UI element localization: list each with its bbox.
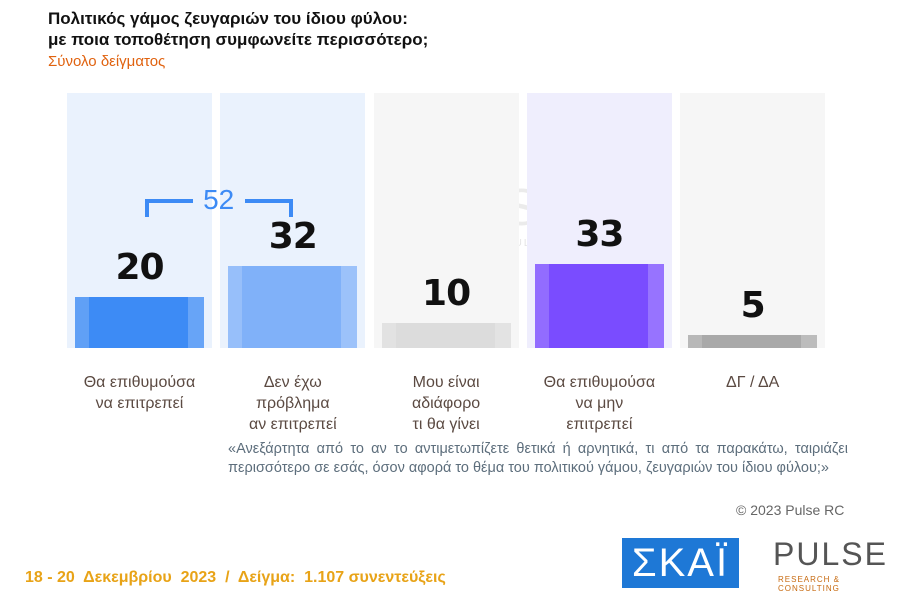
category-label: Μου είναι αδιάφορο τι θα γίνει [411, 374, 481, 433]
bar [228, 266, 358, 348]
footer: 18 - 20 Δεκεμβρίου 2023 / Δείγμα: 1.107 … [25, 569, 446, 586]
note: «Ανεξάρτητα από το αν το αντιμετωπίζετε … [228, 441, 848, 476]
category-label: Δεν έχω πρόβλημα αν επιτρεπεί [248, 374, 337, 433]
copyright: © 2023 Pulse RC [736, 502, 845, 518]
chart-subtitle: Σύνολο δείγματος [48, 53, 166, 70]
value-label: 5 [740, 285, 766, 327]
bracket-label: 52 [203, 184, 235, 215]
column-background [680, 93, 826, 348]
bracket [144, 199, 149, 217]
bracket [244, 199, 293, 203]
bar [75, 297, 204, 348]
logo-text: RESEARCH & CONSULTING [778, 575, 841, 593]
chart-title: Πολιτικός γάμος ζευγαριών του ίδιου φύλο… [48, 9, 429, 49]
value-label: 20 [115, 247, 164, 288]
logo: ΣΚΑΪ [622, 538, 739, 588]
value-label: 33 [575, 213, 624, 255]
value-label: 10 [422, 272, 471, 314]
column-background [373, 93, 519, 348]
bracket [288, 199, 293, 217]
bar [688, 335, 818, 348]
bracket [144, 199, 193, 203]
bar [381, 322, 511, 348]
category-label: ΔΓ / ΔΑ [726, 374, 780, 391]
category-label: Θα επιθυμούσα να μην επιτρεπεί [543, 374, 656, 433]
bar [534, 263, 664, 348]
logo: PULSE [773, 536, 888, 572]
value-label: 32 [268, 216, 318, 258]
category-label: Θα επιθυμούσα να επιτρεπεί [83, 374, 196, 412]
